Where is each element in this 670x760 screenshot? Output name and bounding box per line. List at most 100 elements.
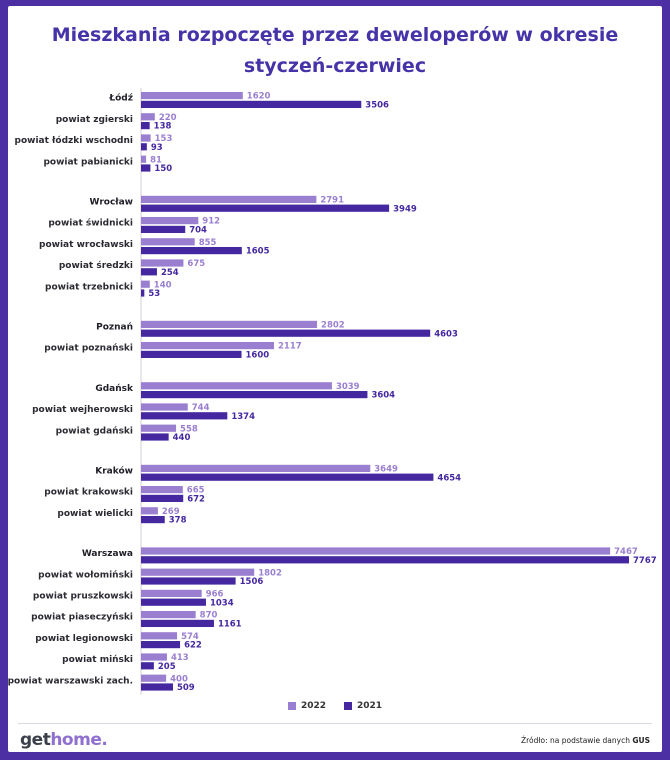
row-label: powiat legionowski xyxy=(35,634,133,644)
row-label: powiat krakowski xyxy=(44,488,133,498)
row-label: powiat świdnicki xyxy=(48,218,133,229)
value-label-2022: 870 xyxy=(200,611,218,621)
row-label: powiat pruszkowski xyxy=(33,592,133,602)
bar-2021 xyxy=(141,225,186,233)
bar-2022 xyxy=(141,589,202,597)
bar-2021 xyxy=(141,641,181,649)
bar-2022 xyxy=(141,464,371,472)
bar-2021 xyxy=(141,619,214,627)
value-label-2021: 53 xyxy=(148,289,160,299)
value-label-2022: 665 xyxy=(187,486,205,496)
bar-2022 xyxy=(141,195,317,203)
value-label-2022: 153 xyxy=(155,134,173,144)
bar-2021 xyxy=(141,598,206,606)
bar-2022 xyxy=(141,280,150,288)
value-label-2021: 7767 xyxy=(633,556,657,566)
source-note: Źródło: na podstawie danych GUS xyxy=(521,736,650,745)
bar-2021 xyxy=(141,433,169,441)
value-label-2021: 3604 xyxy=(371,391,395,401)
value-label-2022: 1620 xyxy=(247,92,271,102)
value-label-2021: 622 xyxy=(184,641,202,651)
value-label-2021: 672 xyxy=(187,495,205,505)
bar-2021 xyxy=(141,289,145,297)
bar-2022 xyxy=(141,217,199,225)
bar-2021 xyxy=(141,412,228,420)
row-label: Warszawa xyxy=(82,549,133,559)
value-label-2021: 1374 xyxy=(231,412,255,422)
row-label: powiat średzki xyxy=(59,260,133,271)
value-label-2021: 1506 xyxy=(240,577,264,587)
row-label: powiat piaseczyński xyxy=(31,613,133,623)
footer-divider xyxy=(18,723,652,724)
value-label-2021: 138 xyxy=(154,122,172,132)
value-label-2022: 3649 xyxy=(374,465,398,475)
value-label-2021: 254 xyxy=(161,268,179,278)
bar-2021 xyxy=(141,473,434,481)
row-label: powiat trzebnicki xyxy=(45,282,133,292)
logo-part-get: get xyxy=(20,730,51,750)
value-label-2021: 1605 xyxy=(246,247,270,257)
row-label: Poznań xyxy=(96,323,133,333)
row-label: powiat łódzki wschodni xyxy=(15,135,133,146)
value-label-2021: 704 xyxy=(189,226,207,236)
value-label-2021: 1034 xyxy=(210,598,234,608)
row-label: powiat pabianicki xyxy=(43,157,133,167)
row-label: powiat zgierski xyxy=(56,115,133,125)
row-label: Kraków xyxy=(95,466,133,477)
row-label: powiat wielicki xyxy=(57,509,133,519)
chart-title: Mieszkania rozpoczęte przez deweloperów … xyxy=(8,20,662,82)
legend-swatch-2022 xyxy=(287,702,296,710)
bar-2022 xyxy=(141,403,188,411)
value-label-2021: 3506 xyxy=(365,101,389,111)
bar-2022 xyxy=(141,134,151,142)
bar-2022 xyxy=(141,259,184,267)
value-label-2022: 413 xyxy=(171,653,189,663)
value-label-2022: 558 xyxy=(180,424,198,434)
value-label-2021: 509 xyxy=(177,683,195,693)
value-label-2021: 205 xyxy=(158,662,176,672)
bar-2021 xyxy=(141,143,147,151)
row-label: Wrocław xyxy=(90,198,133,208)
bar-2021 xyxy=(141,391,368,399)
bar-2021 xyxy=(141,122,150,130)
bar-2021 xyxy=(141,516,165,524)
bar-2022 xyxy=(141,320,318,328)
value-label-2021: 93 xyxy=(151,143,163,153)
row-label: powiat poznański xyxy=(44,344,133,354)
row-label: Łódź xyxy=(108,93,133,104)
legend-label-2021: 2021 xyxy=(357,701,383,711)
infographic-card: Mieszkania rozpoczęte przez deweloperów … xyxy=(8,6,662,752)
value-label-2022: 744 xyxy=(192,403,210,413)
bar-2021 xyxy=(141,494,184,502)
bar-2021 xyxy=(141,100,362,108)
row-label: Gdańsk xyxy=(95,384,134,394)
source-name: GUS xyxy=(632,736,650,745)
value-label-2021: 4654 xyxy=(437,473,461,483)
source-prefix: Źródło: na podstawie danych xyxy=(520,736,633,745)
row-label: powiat gdański xyxy=(56,426,133,436)
value-label-2022: 81 xyxy=(150,155,162,165)
row-label: powiat wołomiński xyxy=(38,570,133,580)
value-label-2021: 150 xyxy=(154,164,172,174)
bar-2021 xyxy=(141,662,154,670)
value-label-2022: 2791 xyxy=(320,196,344,206)
logo-part-home: home. xyxy=(50,730,108,750)
title-line-2: styczeń-czerwiec xyxy=(243,55,427,77)
value-label-2021: 3949 xyxy=(393,204,417,214)
bar-2022 xyxy=(141,611,196,619)
row-label: powiat warszawski zach. xyxy=(8,676,133,686)
legend-item-2021: 2021 xyxy=(344,701,382,711)
bar-2022 xyxy=(141,507,158,515)
bar-2022 xyxy=(141,632,178,640)
bar-2022 xyxy=(141,155,147,163)
bar-2021 xyxy=(141,268,157,276)
bar-2022 xyxy=(141,674,167,682)
bar-2021 xyxy=(141,556,629,564)
value-label-2022: 966 xyxy=(206,590,224,600)
value-label-2022: 140 xyxy=(154,280,172,290)
row-label: powiat miński xyxy=(62,655,133,665)
row-label: powiat wrocławski xyxy=(39,240,133,250)
title-line-1: Mieszkania rozpoczęte przez deweloperów … xyxy=(51,24,619,46)
value-label-2021: 1600 xyxy=(246,351,270,361)
